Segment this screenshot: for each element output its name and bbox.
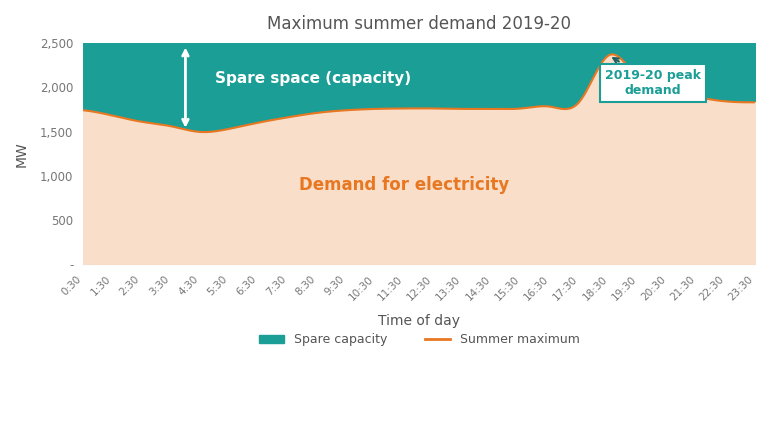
Text: Demand for electricity: Demand for electricity [300, 176, 510, 194]
Legend: Spare capacity, Summer maximum: Spare capacity, Summer maximum [254, 328, 584, 351]
Y-axis label: MW: MW [15, 141, 29, 167]
Text: 2019-20 peak
demand: 2019-20 peak demand [604, 58, 701, 97]
Title: Maximum summer demand 2019-20: Maximum summer demand 2019-20 [267, 15, 571, 33]
Text: Spare space (capacity): Spare space (capacity) [215, 71, 410, 86]
X-axis label: Time of day: Time of day [378, 313, 460, 327]
